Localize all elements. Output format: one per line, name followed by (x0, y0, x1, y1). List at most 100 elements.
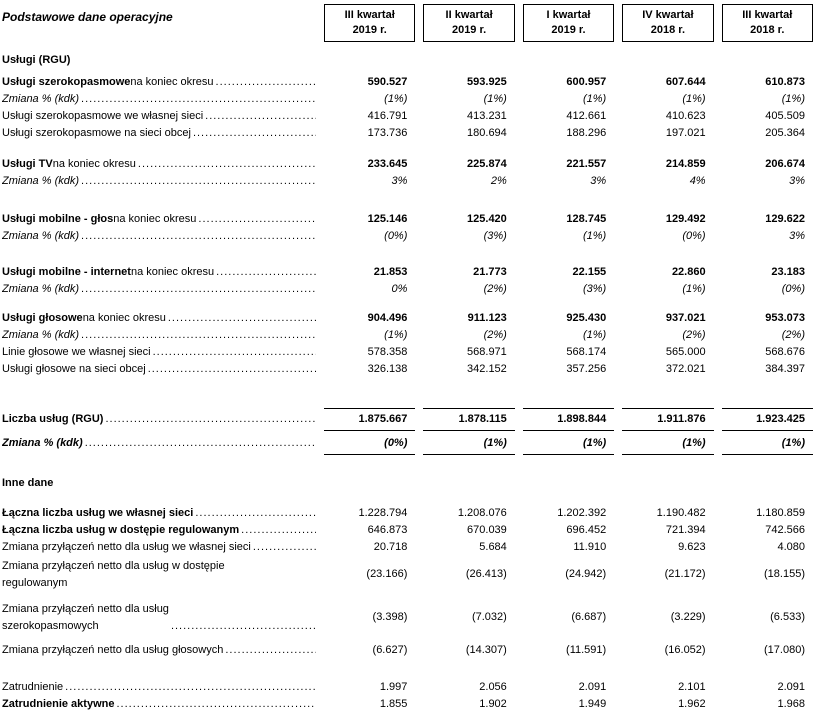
cell-value: 3% (391, 174, 408, 187)
column-header: III kwartał 2019 r. (324, 4, 416, 42)
row-label-text: Zmiana % (kdk) (2, 436, 83, 449)
table-row: Łączna liczba usług we własnej sieci....… (2, 505, 813, 522)
cell-value: 128.745 (566, 212, 607, 225)
cell-value: (0%) (682, 229, 706, 242)
dot-leader: ........................................… (137, 157, 316, 170)
cell-value: (11.591) (566, 643, 607, 656)
row-label-text: Zmiana przyłączeń netto dla usług szerok… (2, 602, 169, 632)
column-header-line2: 2019 r. (451, 23, 487, 36)
cell-value: (18.155) (764, 568, 805, 581)
cell-value: 129.622 (765, 212, 805, 225)
table-row: Liczba usług (RGU)......................… (2, 407, 813, 431)
table-row: Usługi szerokopasmowe we własnej sieci..… (2, 108, 813, 125)
cell-value: 125.420 (467, 212, 507, 225)
table-row: Zmiana % (kdk)..........................… (2, 327, 813, 344)
cell-value: 3% (789, 229, 805, 242)
row-label: Usługi szerokopasmowe na koniec okresu..… (2, 74, 316, 91)
dot-leader: ........................................… (81, 229, 316, 242)
cell-value: 2.101 (678, 680, 706, 693)
cell-value: 578.358 (367, 345, 408, 358)
cell-value: 221.557 (566, 157, 607, 170)
cell-value: 646.873 (367, 523, 408, 536)
dot-leader: ........................................… (81, 282, 316, 295)
row-label-text: Zmiana przyłączeń netto dla usług w dost… (2, 559, 225, 589)
row-label: Liczba usług (RGU)......................… (2, 411, 316, 428)
row-label: Zatrudnienie aktywne....................… (2, 696, 316, 713)
dot-leader: ........................................… (81, 174, 316, 187)
table-row: Zatrudnienie aktywne....................… (2, 696, 813, 713)
column-header: I kwartał 2019 r. (522, 4, 615, 42)
dot-leader: ........................................… (205, 109, 316, 122)
dot-leader: ........................................… (241, 523, 316, 536)
section-header: Inne dane (2, 476, 54, 489)
column-header-line2: 2019 r. (352, 23, 387, 36)
dot-leader: ........................................… (105, 412, 316, 425)
cell-value: 1.228.794 (358, 506, 408, 519)
cell-value: 607.644 (665, 75, 706, 88)
cell-value: 4.080 (777, 540, 805, 553)
cell-value: 357.256 (566, 362, 607, 375)
cell-value: (23.166) (366, 568, 408, 581)
cell-value: 0% (391, 282, 408, 295)
table-row: Zatrudnienie............................… (2, 679, 813, 696)
cell-value: 125.146 (367, 212, 408, 225)
cell-value: 1.208.076 (457, 506, 507, 519)
cell-value: (21.172) (664, 568, 706, 581)
row-label-text: Zmiana przyłączeń netto dla usług we wła… (2, 540, 251, 553)
cell-value: 590.527 (367, 75, 408, 88)
cell-value: 568.676 (765, 345, 805, 358)
dot-leader: ........................................… (65, 680, 316, 693)
dot-leader: ........................................… (81, 328, 316, 341)
cell-value: 11.910 (573, 540, 607, 553)
table-row: Zmiana % (kdk)..........................… (2, 91, 813, 108)
row-label: Zmiana przyłączeń netto dla usług we wła… (2, 539, 316, 556)
row-label-text: Zmiana % (kdk) (2, 328, 80, 341)
row-label: Usługi mobilne - głos na koniec okresu..… (2, 211, 316, 228)
cell-value: (7.032) (471, 611, 507, 624)
cell-value: 225.874 (467, 157, 507, 170)
row-label-text: Linie głosowe we własnej sieci (2, 345, 151, 358)
cell-value: 1.968 (777, 697, 805, 710)
cell-value: 413.231 (467, 109, 507, 122)
cell-value: 1.902 (479, 697, 507, 710)
cell-value: 21.773 (473, 265, 507, 278)
cell-value: (6.687) (571, 611, 607, 624)
row-label-strong: Łączna liczba usług we własnej sieci (2, 506, 194, 519)
cell-value: 593.925 (467, 75, 507, 88)
cell-value: 416.791 (367, 109, 408, 122)
cell-value: (6.627) (372, 643, 408, 656)
cell-value: 206.674 (765, 157, 805, 170)
section-header: Usługi (RGU) (2, 53, 71, 66)
table-row: Zmiana % (kdk)..........................… (2, 435, 813, 455)
cell-value: 600.957 (566, 75, 607, 88)
column-header-line1: I kwartał (546, 9, 591, 21)
cell-value: 173.736 (367, 126, 408, 139)
cell-value: 23.183 (771, 265, 805, 278)
row-label: Usługi głosowe na koniec okresu.........… (2, 310, 316, 327)
cell-value: 372.021 (665, 362, 706, 375)
table-row: Linie głosowe we własnej sieci..........… (2, 344, 813, 361)
row-label-text: Zatrudnienie (2, 680, 64, 693)
row-label-text: Zmiana % (kdk) (2, 92, 80, 105)
cell-value: (1%) (582, 92, 607, 105)
cell-value: (2%) (781, 328, 805, 341)
row-label: Zmiana % (kdk)..........................… (2, 435, 316, 452)
column-header: III kwartał 2018 r. (721, 4, 813, 42)
row-label: Linie głosowe we własnej sieci..........… (2, 344, 316, 361)
cell-value: 696.452 (566, 523, 607, 536)
column-header-line2: 2019 r. (551, 23, 586, 36)
cell-value: 22.860 (671, 265, 706, 278)
row-label-text: na koniec okresu (113, 212, 197, 225)
table-row: Zmiana przyłączeń netto dla usług we wła… (2, 539, 813, 556)
cell-value: 1.949 (578, 697, 607, 710)
cell-value: 129.492 (665, 212, 706, 225)
row-label-strong: Usługi szerokopasmowe (2, 75, 131, 88)
dot-leader: ........................................… (81, 92, 316, 105)
row-label-strong: Łączna liczba usług w dostępie regulowan… (2, 523, 240, 536)
row-label-strong: Usługi mobilne - głos (2, 212, 114, 225)
cell-value: 1.202.392 (557, 506, 607, 519)
column-header-line1: II kwartał (445, 9, 493, 21)
table-header: Podstawowe dane operacyjne III kwartał 20… (2, 4, 813, 42)
cell-value: (2%) (483, 282, 507, 295)
